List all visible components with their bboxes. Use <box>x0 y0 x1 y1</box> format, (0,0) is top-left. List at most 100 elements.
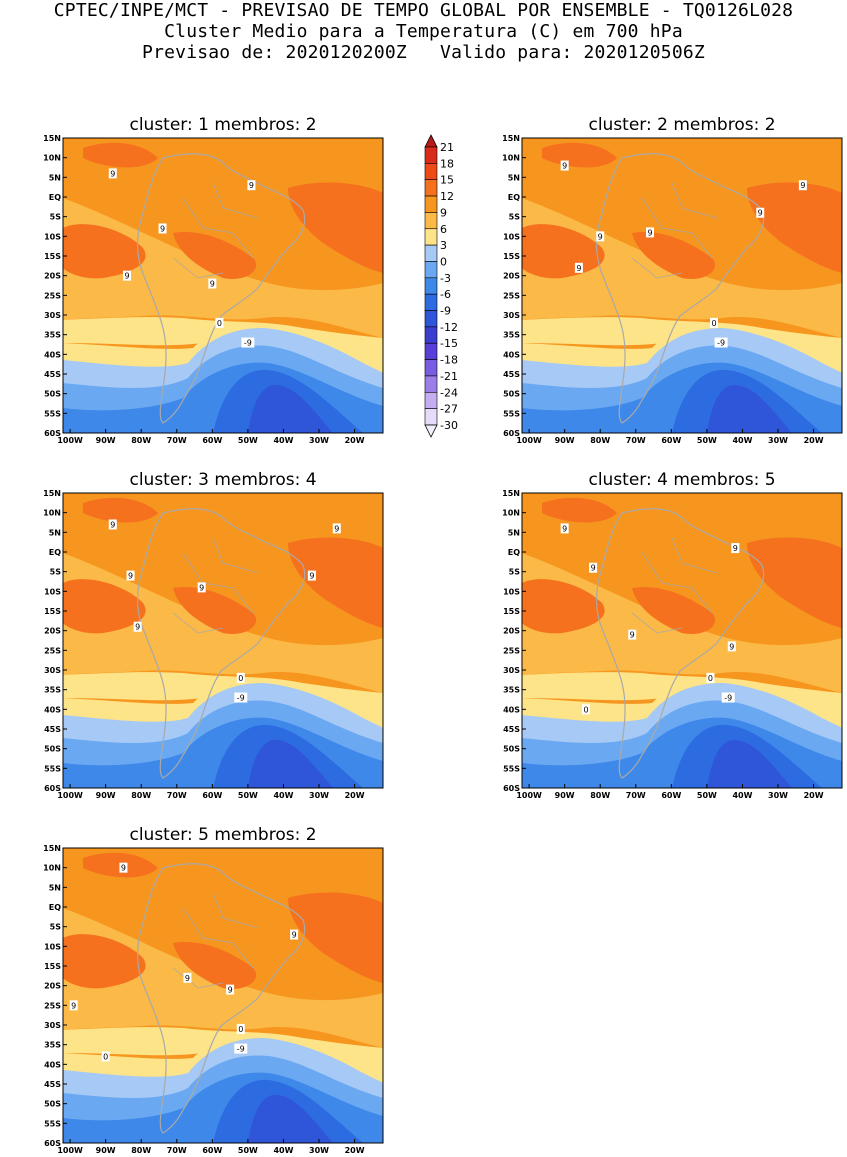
cluster-panel-5: cluster: 5 membros: 2 15N 10N 5N EQ 5S 10S 15S 2… <box>43 825 384 1155</box>
colorbar-segment <box>424 391 438 409</box>
contour-label-box <box>307 570 316 581</box>
lon-tick-label: 90W <box>555 791 575 800</box>
contour-label-box <box>123 270 131 281</box>
colorbar: 21 18 15 12 9 6 3 0 -3 -6 -9 -12 -15 -18 -21 -24 -27 -30 <box>424 134 458 438</box>
lat-tick-label: 50S <box>44 390 61 399</box>
contour-label-box <box>158 223 167 234</box>
contour-label-box <box>756 207 765 218</box>
lon-tick-label: 60W <box>202 1146 222 1155</box>
lat-tick-label: 5S <box>509 213 521 222</box>
contour-label-box <box>582 704 590 715</box>
cluster-panel-2: cluster: 2 membros: 2 15N 10N 5N EQ 5S 10S 15S 2… <box>502 115 843 445</box>
colorbar-label: -27 <box>440 403 458 416</box>
panel-title: cluster: 3 membros: 4 <box>129 470 316 490</box>
colorbar-label: 3 <box>440 239 447 252</box>
contour-label: 0 <box>217 319 222 328</box>
contour-label: 9 <box>758 209 763 218</box>
lon-tick-label: 70W <box>626 791 646 800</box>
contour-label-box <box>108 168 117 179</box>
panel-title: cluster: 1 membros: 2 <box>129 115 316 135</box>
contour-label-box <box>721 692 735 703</box>
colorbar-label: 18 <box>440 157 454 170</box>
lat-tick-label: EQ <box>49 903 61 912</box>
lon-tick-label: 20W <box>345 436 365 445</box>
contour-label-box <box>226 984 235 995</box>
contour-label: 0 <box>708 674 713 683</box>
lon-tick-label: 50W <box>697 436 717 445</box>
lon-tick-label: 70W <box>167 1146 187 1155</box>
panel-frame <box>521 492 843 789</box>
contour-label-box <box>714 337 728 348</box>
lon-tick-label: 40W <box>273 791 293 800</box>
lat-tick-label: 45S <box>44 1080 61 1089</box>
colorbar-label: 9 <box>440 206 447 219</box>
contour-label: 9 <box>647 228 652 237</box>
contour-label: 9 <box>800 181 805 190</box>
colorbar-segment <box>424 261 438 279</box>
lon-tick-label: 50W <box>697 791 717 800</box>
contour-label-box <box>628 629 637 640</box>
lat-tick-label: 10S <box>503 232 520 241</box>
contour-label: 9 <box>71 1001 76 1010</box>
colorbar-label: 15 <box>440 174 454 187</box>
contour-label: 9 <box>562 162 567 171</box>
contour-label-box <box>332 523 341 534</box>
lat-tick-label: 15N <box>502 489 520 498</box>
lon-tick-label: 60W <box>661 436 681 445</box>
contour-label-box <box>560 523 569 534</box>
colorbar-label: -3 <box>440 272 451 285</box>
panel-title: cluster: 4 membros: 5 <box>588 470 775 490</box>
lat-tick-label: 10N <box>502 154 520 163</box>
lat-tick-label: 10S <box>44 232 61 241</box>
panel-frame <box>62 137 384 434</box>
lat-tick-label: 40S <box>44 1060 61 1069</box>
panel-frame <box>62 847 384 1144</box>
lat-tick-label: EQ <box>49 548 61 557</box>
contour-label-box <box>596 231 605 242</box>
lon-tick-label: 40W <box>273 1146 293 1155</box>
lon-tick-label: 20W <box>804 436 824 445</box>
panel-frame <box>521 137 843 434</box>
lat-tick-label: 15N <box>43 134 61 143</box>
colorbar-segment <box>424 163 438 181</box>
colorbar-segment <box>424 342 438 360</box>
contour-label-box <box>241 337 255 348</box>
lat-tick-label: 15S <box>44 962 61 971</box>
lat-tick-label: 5N <box>49 173 61 182</box>
lat-tick-label: 5S <box>50 568 62 577</box>
lon-tick-label: 30W <box>768 436 788 445</box>
contour-label-box <box>108 519 117 530</box>
lat-tick-label: 40S <box>44 350 61 359</box>
colorbar-label: -15 <box>440 337 458 350</box>
header-line-3: Previsao de: 2020120200Z Valido para: 20… <box>142 42 705 63</box>
lon-tick-label: 50W <box>238 1146 258 1155</box>
lon-tick-label: 60W <box>202 791 222 800</box>
lat-tick-label: 10N <box>43 864 61 873</box>
colorbar-label: -6 <box>440 288 451 301</box>
lat-tick-label: 35S <box>44 331 61 340</box>
lat-tick-label: 45S <box>503 370 520 379</box>
contour-label-box <box>69 1000 78 1011</box>
colorbar-label: 0 <box>440 255 447 268</box>
lat-tick-label: 5N <box>508 528 520 537</box>
colorbar-segment <box>424 228 438 246</box>
colorbar-segment <box>424 375 438 393</box>
panel-title: cluster: 2 membros: 2 <box>588 115 775 135</box>
lat-tick-label: 50S <box>44 1100 61 1109</box>
contour-label-box <box>183 972 192 983</box>
lat-tick-label: 15N <box>43 844 61 853</box>
contour-label: 9 <box>630 631 635 640</box>
lon-tick-label: 70W <box>167 436 187 445</box>
lat-tick-label: 5N <box>49 883 61 892</box>
lon-tick-label: 90W <box>555 436 575 445</box>
contour-label: -9 <box>244 339 252 348</box>
colorbar-segment <box>424 359 438 377</box>
lat-tick-label: 60S <box>503 429 520 438</box>
contour-label-box <box>798 180 807 191</box>
lat-tick-label: 35S <box>503 686 520 695</box>
panel-title: cluster: 5 membros: 2 <box>129 825 316 845</box>
cluster-panel-4: cluster: 4 membros: 5 15N 10N 5N EQ 5S 10S 15S 2… <box>502 470 843 800</box>
colorbar-top-arrow <box>424 134 438 148</box>
colorbar-label: 12 <box>440 190 454 203</box>
